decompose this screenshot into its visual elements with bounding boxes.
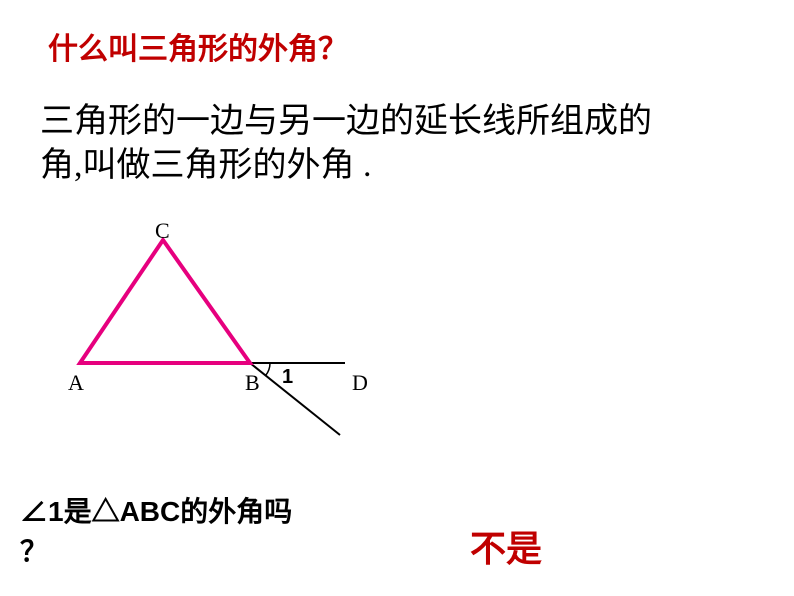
definition-text: 三角形的一边与另一边的延长线所组成的角,叫做三角形的外角 . (40, 100, 660, 188)
answer-text: 不是 (470, 520, 542, 572)
page-title: 什么叫三角形的外角？ (48, 24, 348, 68)
vertex-label-c: C (155, 218, 170, 244)
question-line2: ？ (20, 530, 292, 570)
triangle-diagram: A B C D 1 (50, 220, 380, 450)
vertex-label-d: D (352, 370, 368, 396)
question-line1: ∠1是△ABC的外角吗 (20, 490, 292, 530)
vertex-label-a: A (68, 370, 84, 396)
vertex-label-b: B (245, 370, 260, 396)
diagram-svg (50, 220, 380, 450)
angle-1-label: 1 (282, 366, 293, 389)
question-text: ∠1是△ABC的外角吗 ？ (20, 490, 292, 570)
